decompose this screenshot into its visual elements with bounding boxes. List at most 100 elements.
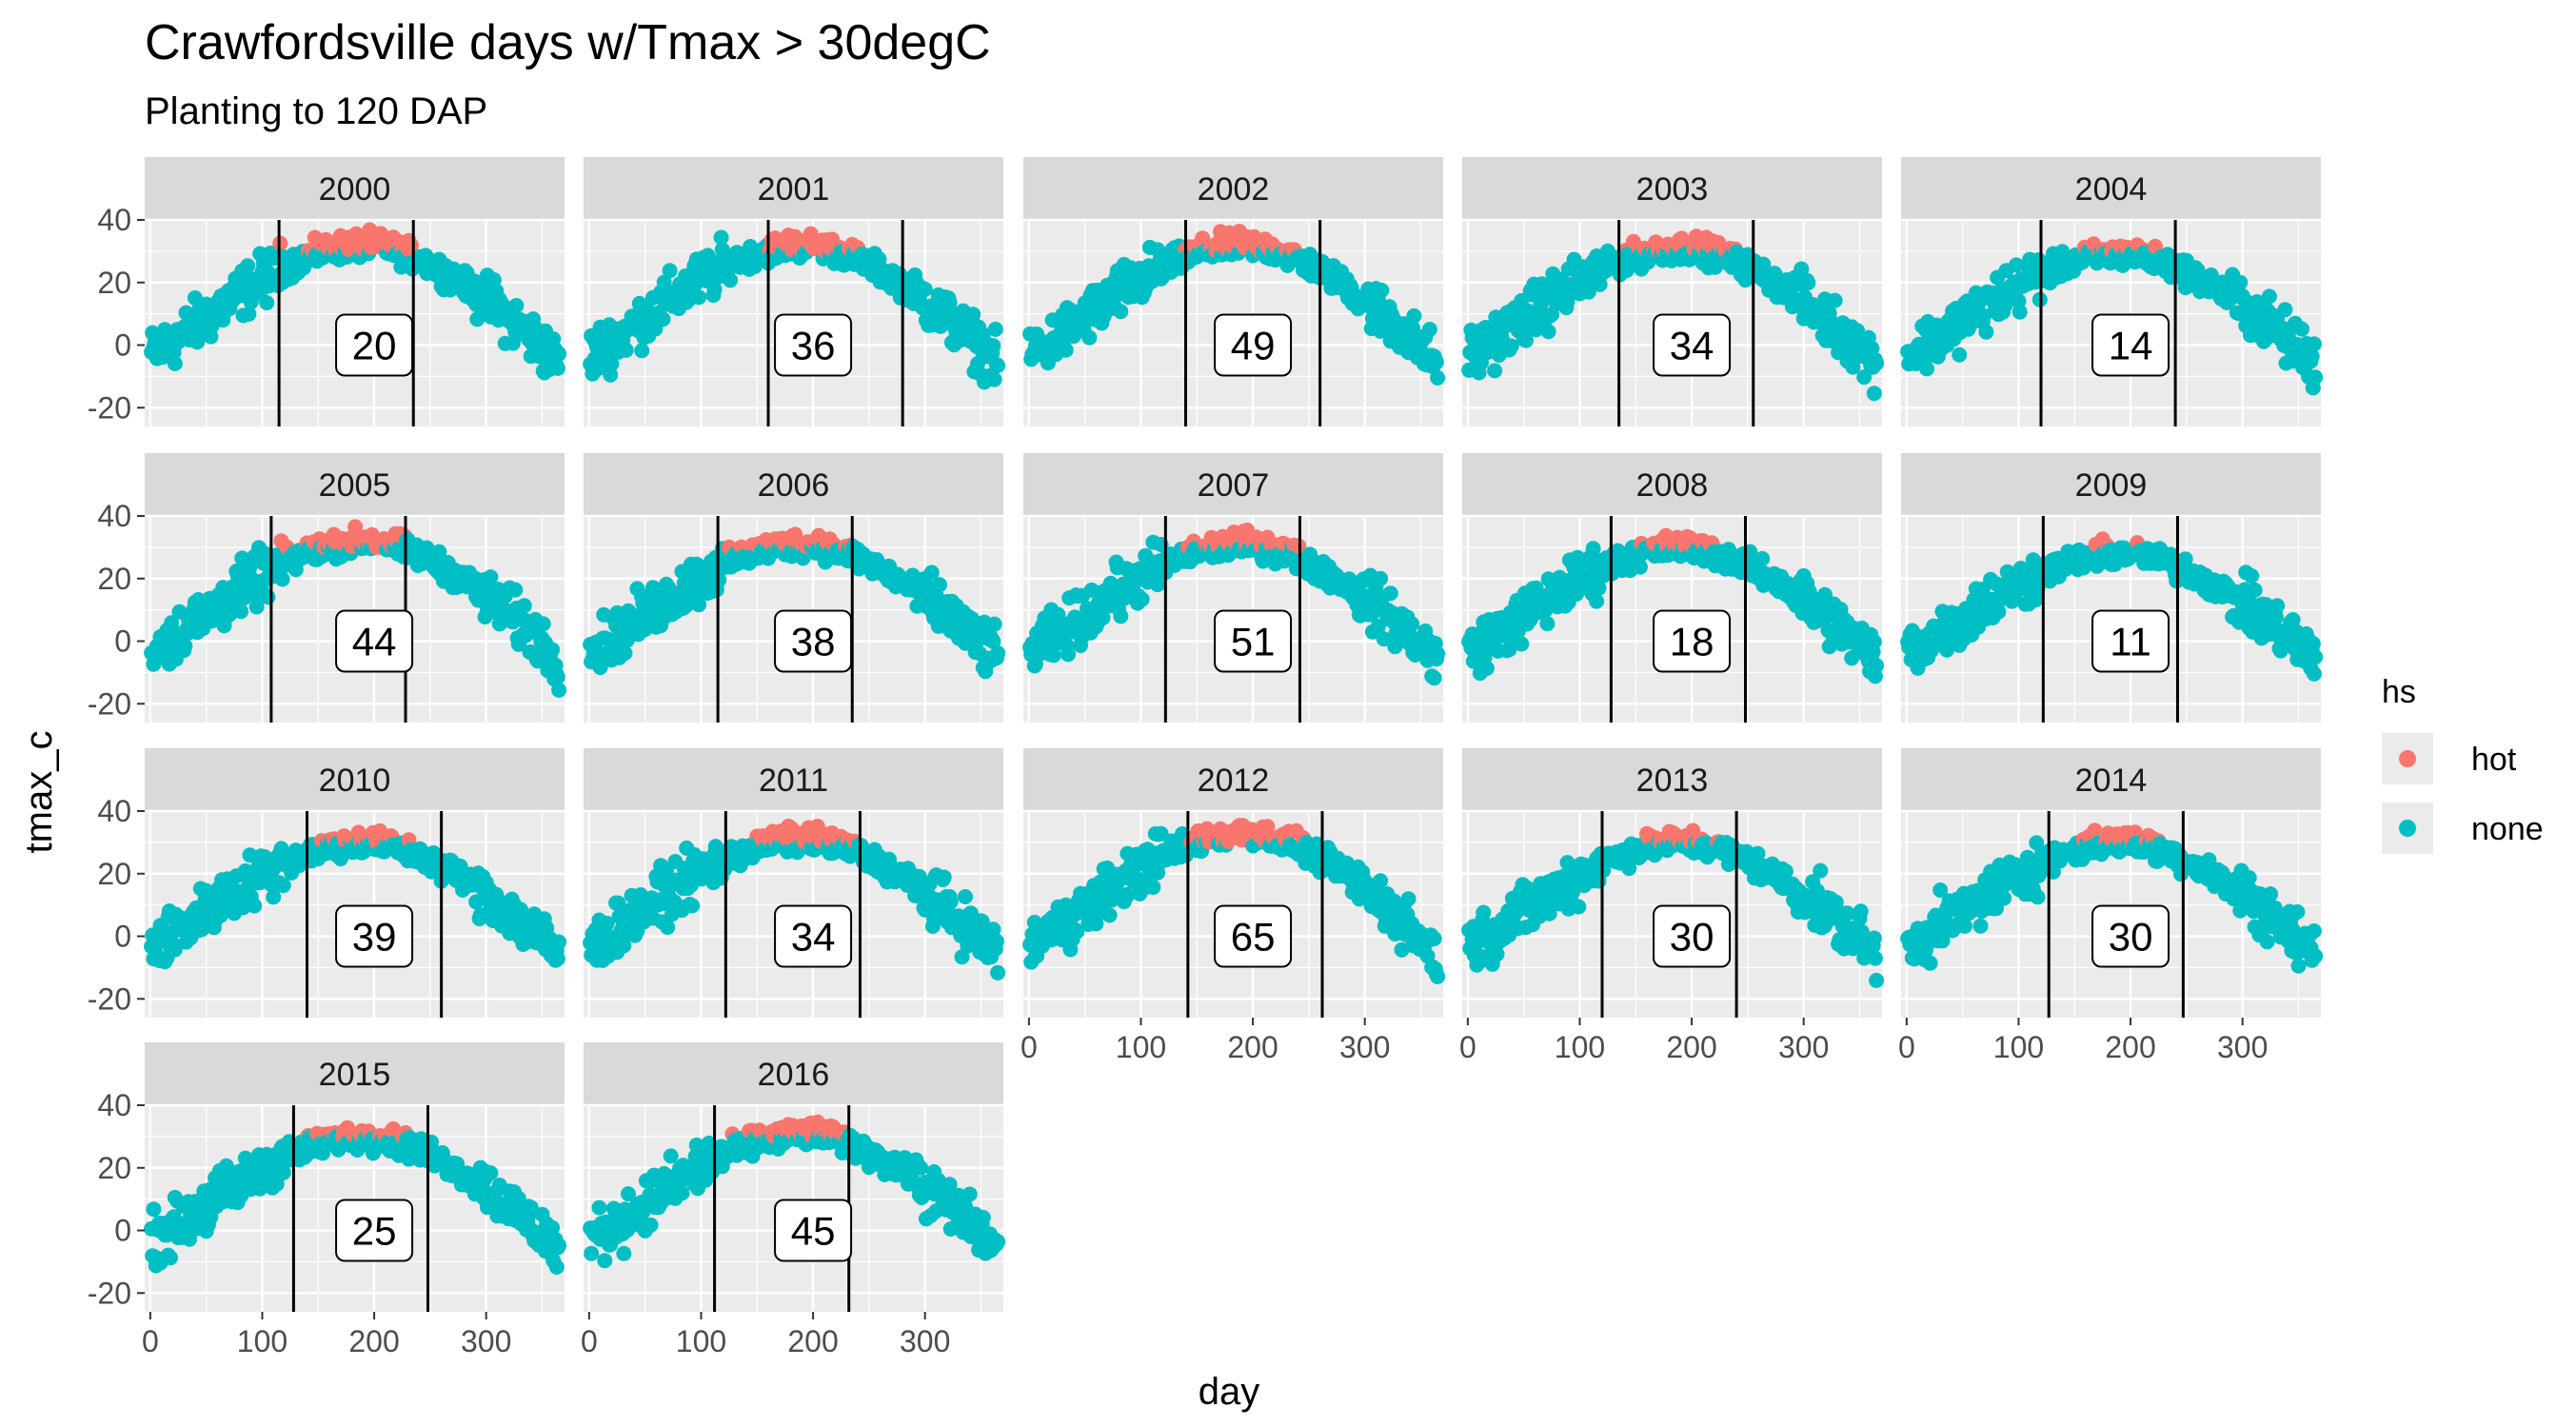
count-label: 34 xyxy=(1670,324,1714,368)
point-none xyxy=(1856,369,1873,386)
point-none xyxy=(1952,347,1968,363)
point-none xyxy=(917,281,933,297)
point-none xyxy=(965,307,981,323)
point-none xyxy=(1800,275,1816,291)
point-none xyxy=(2011,304,2028,320)
facet-strip-label: 2003 xyxy=(1636,171,1709,208)
point-none xyxy=(618,342,634,358)
count-label: 20 xyxy=(352,324,397,368)
facet-panel-2002: 2002 49 xyxy=(1022,157,1446,426)
point-none xyxy=(551,934,567,950)
point-none xyxy=(2305,636,2321,651)
point-none xyxy=(1478,661,1495,676)
point-none xyxy=(233,604,249,620)
count-label: 49 xyxy=(1231,324,1276,368)
point-none xyxy=(990,358,1006,373)
point-none xyxy=(1058,342,1074,358)
point-none xyxy=(1919,361,1934,377)
point-none xyxy=(1827,292,1843,308)
point-none xyxy=(723,272,739,288)
y-tick-label: -20 xyxy=(88,686,131,721)
point-none xyxy=(549,951,565,966)
count-label: 14 xyxy=(2109,324,2153,368)
facet-strip-label: 2010 xyxy=(319,763,391,799)
point-none xyxy=(259,295,275,310)
point-none xyxy=(990,964,1006,981)
count-label-box xyxy=(1214,313,1293,377)
facet-strip-label: 2009 xyxy=(2075,467,2148,504)
point-none xyxy=(1430,369,1446,386)
point-none xyxy=(516,598,532,614)
point-none xyxy=(988,933,1004,949)
point-none xyxy=(604,356,620,372)
point-none xyxy=(660,920,676,935)
point-none xyxy=(1978,324,1994,340)
point-hot xyxy=(1195,230,1211,247)
point-none xyxy=(1976,307,1991,324)
point-none xyxy=(1426,670,1442,686)
point-none xyxy=(936,869,952,885)
point-none xyxy=(1145,880,1161,895)
point-none xyxy=(990,645,1006,661)
point-none xyxy=(274,571,290,587)
point-none xyxy=(2261,288,2277,305)
point-none xyxy=(1503,338,1519,354)
point-none xyxy=(1421,322,1437,337)
point-none xyxy=(1487,363,1503,379)
point-hot xyxy=(403,237,419,253)
facet-strip-label: 2001 xyxy=(758,171,830,208)
point-none xyxy=(1113,608,1129,624)
point-none xyxy=(551,346,567,362)
count-label-box xyxy=(335,313,414,377)
facet-strip xyxy=(1023,453,1443,516)
y-tick-label: 0 xyxy=(114,920,131,954)
point-none xyxy=(1793,261,1810,277)
y-tick-label: 40 xyxy=(97,499,131,533)
point-none xyxy=(958,889,973,904)
y-tick-label: -20 xyxy=(88,981,131,1016)
facet-strip xyxy=(145,453,565,516)
point-none xyxy=(549,669,565,685)
count-label: 51 xyxy=(1231,620,1276,664)
facet-strip-label: 2002 xyxy=(1198,171,1270,208)
point-none xyxy=(2306,665,2322,682)
count-label: 34 xyxy=(791,915,836,960)
facet-strip xyxy=(1462,157,1882,220)
point-none xyxy=(1539,616,1556,632)
count-label-box xyxy=(2091,313,2170,377)
facet-strip-label: 2012 xyxy=(1198,763,1270,799)
count-label-box xyxy=(335,609,414,673)
point-none xyxy=(634,343,650,359)
facet-strip-label: 2000 xyxy=(319,171,391,208)
facet-strip xyxy=(145,157,565,220)
point-none xyxy=(483,569,499,585)
point-none xyxy=(691,289,707,306)
point-none xyxy=(2304,348,2320,365)
point-none xyxy=(1404,616,1420,632)
count-label: 38 xyxy=(791,620,836,664)
point-none xyxy=(247,898,263,914)
point-none xyxy=(2277,302,2293,318)
facet-strip xyxy=(584,453,1003,516)
facet-strip xyxy=(1901,157,2321,220)
point-none xyxy=(545,642,561,658)
chart-subtitle: Planting to 120 DAP xyxy=(145,90,487,132)
point-none xyxy=(684,898,701,914)
point-none xyxy=(713,229,729,246)
point-none xyxy=(1518,332,1534,348)
y-tick-label: 20 xyxy=(97,857,131,891)
y-tick-label: 20 xyxy=(97,266,131,300)
count-label-box xyxy=(774,609,853,673)
point-none xyxy=(549,360,565,376)
point-none xyxy=(1869,355,1885,371)
point-none xyxy=(1580,284,1596,300)
point-none xyxy=(1081,329,1098,346)
point-none xyxy=(599,345,615,360)
y-tick-label: -20 xyxy=(88,390,131,425)
point-none xyxy=(985,633,1001,649)
point-none xyxy=(616,938,632,954)
